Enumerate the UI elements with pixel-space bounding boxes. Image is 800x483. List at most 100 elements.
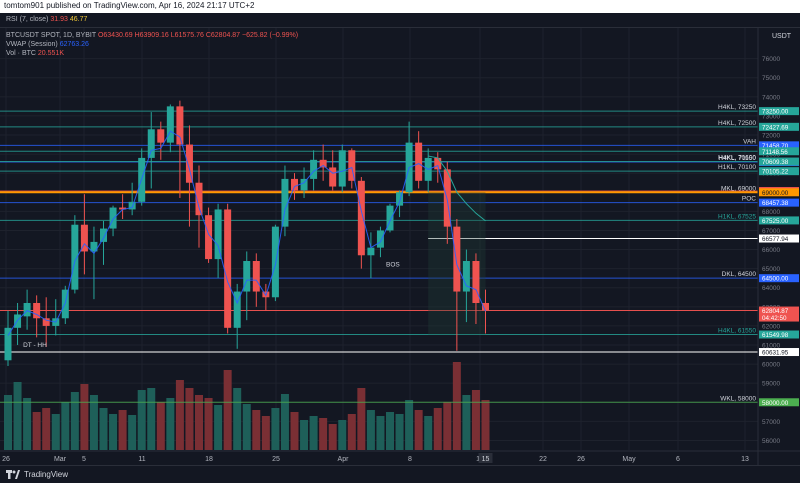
chart-annotation: DT - HH bbox=[23, 342, 47, 349]
time-tick-label: 18 bbox=[205, 456, 213, 463]
chart-annotation: BOS bbox=[386, 262, 400, 269]
price-tag-label: 72427.69 bbox=[762, 124, 789, 131]
volume-bar bbox=[261, 416, 270, 450]
time-tick-label: 6 bbox=[676, 456, 680, 463]
volume-bar bbox=[89, 395, 98, 450]
price-tag-label: 70609.38 bbox=[762, 159, 789, 166]
candle-body bbox=[367, 247, 375, 256]
trend-line bbox=[428, 155, 486, 222]
price-axis bbox=[758, 28, 800, 465]
level-label: H4KL, 61550 bbox=[718, 328, 756, 335]
ohlc-close: C62804.87 bbox=[205, 32, 241, 39]
volume-bar bbox=[386, 412, 394, 450]
price-tick-label: 59000 bbox=[762, 381, 780, 388]
price-tag bbox=[759, 313, 799, 322]
volume-bar bbox=[252, 410, 261, 450]
price-tick-label: 57000 bbox=[762, 419, 780, 426]
volume-bar bbox=[166, 398, 175, 450]
price-tag-label: 60631.95 bbox=[762, 350, 789, 357]
time-tick-label: May bbox=[622, 456, 636, 463]
ohlc-change: −625.82 (−0.99%) bbox=[242, 32, 299, 39]
candle-body bbox=[434, 157, 442, 170]
candle-body bbox=[329, 167, 337, 187]
price-tag-label: 04:42:50 bbox=[762, 315, 787, 322]
volume-bar bbox=[233, 388, 242, 450]
candle-body bbox=[443, 169, 451, 227]
price-tag bbox=[759, 122, 799, 131]
price-axis-unit: USDT bbox=[772, 33, 792, 40]
volume-bar bbox=[290, 412, 299, 450]
price-tag-label: 58000.00 bbox=[762, 400, 789, 407]
candle-body bbox=[176, 106, 184, 145]
price-chart[interactable]: H4KL, 73250 H4KL, 72500 VAH H4KL, 71150 H4KL… bbox=[0, 28, 800, 465]
candle-body bbox=[462, 261, 470, 292]
price-tag-label: 61549.98 bbox=[762, 332, 789, 339]
symbol-legend: BTCUSDT SPOT, 1D, BYBIT O63430.69 H63909… bbox=[6, 32, 298, 39]
price-tag-label: 73250.00 bbox=[762, 109, 789, 116]
level-label: H4KL, 73250 bbox=[718, 104, 756, 111]
candle-body bbox=[205, 215, 213, 260]
level-label: H4KL, 72500 bbox=[718, 120, 756, 127]
price-tag bbox=[759, 348, 799, 357]
rsi-label: RSI (7, close) bbox=[6, 16, 49, 23]
candle-body bbox=[224, 209, 232, 328]
volume-bar bbox=[118, 410, 127, 450]
volume-bar bbox=[328, 424, 337, 450]
publisher-bar: tomtom901 published on TradingView.com, … bbox=[0, 0, 800, 13]
rsi-value-2: 46.77 bbox=[69, 16, 88, 23]
volume-bar bbox=[347, 414, 356, 450]
vwap-line bbox=[7, 130, 486, 336]
volume-bar bbox=[471, 390, 480, 450]
price-tick-label: 65000 bbox=[762, 266, 780, 273]
candle-body bbox=[128, 201, 136, 210]
volume-legend: Vol · BTC 20.551K bbox=[6, 50, 64, 57]
volume-bar bbox=[357, 388, 366, 450]
price-tag bbox=[759, 306, 799, 315]
time-tick-label: 13 bbox=[741, 456, 749, 463]
volume-bar bbox=[433, 408, 442, 450]
publisher-text: tomtom901 published on TradingView.com, … bbox=[4, 1, 255, 10]
price-tick-label: 56000 bbox=[762, 438, 780, 445]
volume-value: 20.551K bbox=[37, 50, 64, 57]
price-tag bbox=[759, 330, 799, 339]
price-tag-label: 62804.87 bbox=[762, 308, 789, 315]
candle-body bbox=[252, 261, 260, 292]
volume-bar bbox=[366, 410, 375, 450]
volume-bar bbox=[452, 362, 461, 450]
level-label: DKL, 64500 bbox=[722, 271, 757, 278]
volume-bar bbox=[137, 390, 146, 450]
vwap-label: VWAP (Session) bbox=[6, 41, 58, 48]
candle-body bbox=[319, 159, 327, 168]
candle-body bbox=[338, 150, 346, 187]
price-tag bbox=[759, 216, 799, 225]
price-tag bbox=[759, 167, 799, 176]
candle-body bbox=[357, 180, 365, 256]
level-label: MKL, 69000 bbox=[721, 185, 756, 192]
price-tag-label: 68457.38 bbox=[762, 200, 789, 207]
price-tag bbox=[759, 188, 799, 197]
time-tick-label: 11 bbox=[138, 456, 145, 463]
price-tag-label: 70105.22 bbox=[762, 169, 789, 176]
candle-body bbox=[281, 178, 289, 227]
volume-bar bbox=[70, 392, 79, 450]
price-tick-label: 64000 bbox=[762, 285, 780, 292]
volume-bar bbox=[481, 400, 490, 450]
volume-bar bbox=[109, 414, 118, 450]
level-label: VAH bbox=[743, 138, 756, 145]
price-tick-label: 62000 bbox=[762, 323, 780, 330]
volume-bar bbox=[80, 384, 89, 450]
vwap-value: 62763.26 bbox=[59, 41, 89, 48]
candle-body bbox=[157, 129, 165, 143]
volume-bar bbox=[185, 388, 194, 450]
level-label: H1KL, 67525 bbox=[718, 213, 756, 220]
candle-body bbox=[300, 178, 308, 191]
price-tag-label: 64500.00 bbox=[762, 276, 789, 283]
price-tag-label: 71458.70 bbox=[762, 143, 789, 150]
candle-body bbox=[33, 303, 41, 319]
volume-bar bbox=[128, 415, 137, 450]
candle-body bbox=[166, 106, 174, 143]
price-tick-label: 75000 bbox=[762, 75, 780, 82]
time-tick-label: Mar bbox=[54, 456, 67, 463]
level-label: H4KL, 71150 bbox=[719, 155, 757, 162]
candle-body bbox=[80, 224, 88, 252]
